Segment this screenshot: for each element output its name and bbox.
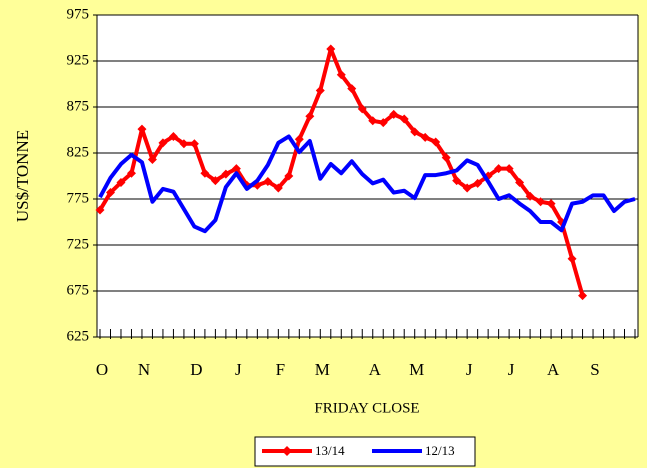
point-marker <box>284 171 294 181</box>
x-tick-label: A <box>369 360 382 379</box>
point-marker <box>168 131 178 141</box>
y-tick-label: 825 <box>67 144 90 160</box>
point-marker <box>273 183 283 193</box>
point-marker <box>305 111 315 121</box>
point-marker <box>189 139 199 149</box>
point-marker <box>294 134 304 144</box>
y-tick-label: 875 <box>67 98 90 114</box>
y-tick-label: 775 <box>67 190 90 206</box>
x-tick-label: J <box>508 360 515 379</box>
x-tick-label: D <box>190 360 202 379</box>
plot-area <box>97 15 638 337</box>
y-tick-label: 975 <box>67 6 90 22</box>
point-marker <box>567 254 577 264</box>
x-tick-label: N <box>138 360 150 379</box>
point-marker <box>410 127 420 137</box>
point-marker <box>389 109 399 119</box>
point-marker <box>105 188 115 198</box>
point-marker <box>231 164 241 174</box>
point-marker <box>326 44 336 54</box>
point-marker <box>452 176 462 186</box>
y-tick-label: 725 <box>67 236 90 252</box>
point-marker <box>378 118 388 128</box>
point-marker <box>263 177 273 187</box>
point-marker <box>116 177 126 187</box>
point-marker <box>200 168 210 178</box>
x-axis-label: FRIDAY CLOSE <box>314 400 419 416</box>
x-tick-label: M <box>315 360 330 379</box>
series-line <box>98 134 636 234</box>
y-tick-label: 925 <box>67 52 90 68</box>
legend-marker <box>282 446 292 456</box>
point-marker <box>504 164 514 174</box>
point-marker <box>147 154 157 164</box>
point-marker <box>515 177 525 187</box>
point-marker <box>578 291 588 301</box>
point-marker <box>158 138 168 148</box>
point-marker <box>473 178 483 188</box>
point-marker <box>210 176 220 186</box>
point-marker <box>536 197 546 207</box>
x-tick-label: M <box>409 360 424 379</box>
point-marker <box>399 114 409 124</box>
point-marker <box>494 164 504 174</box>
x-tick-label: F <box>276 360 285 379</box>
point-marker <box>221 169 231 179</box>
y-tick-label: 625 <box>67 328 90 344</box>
x-tick-label: J <box>235 360 242 379</box>
legend-label: 13/14 <box>315 443 345 458</box>
y-axis-label: US$/TONNE <box>13 130 32 222</box>
point-marker <box>179 139 189 149</box>
point-marker <box>137 124 147 134</box>
x-tick-label: A <box>547 360 560 379</box>
point-marker <box>126 168 136 178</box>
point-marker <box>525 191 535 201</box>
x-tick-label: J <box>466 360 473 379</box>
point-marker <box>441 153 451 163</box>
point-marker <box>347 84 357 94</box>
point-marker <box>336 70 346 80</box>
point-marker <box>95 205 105 215</box>
point-marker <box>315 85 325 95</box>
x-tick-label: S <box>590 360 599 379</box>
point-marker <box>462 183 472 193</box>
y-tick-label: 675 <box>67 282 90 298</box>
legend-label: 12/13 <box>425 443 455 458</box>
point-marker <box>357 104 367 114</box>
x-tick-label: O <box>96 360 108 379</box>
point-marker <box>420 132 430 142</box>
point-marker <box>431 137 441 147</box>
point-marker <box>368 116 378 126</box>
point-marker <box>546 199 556 209</box>
